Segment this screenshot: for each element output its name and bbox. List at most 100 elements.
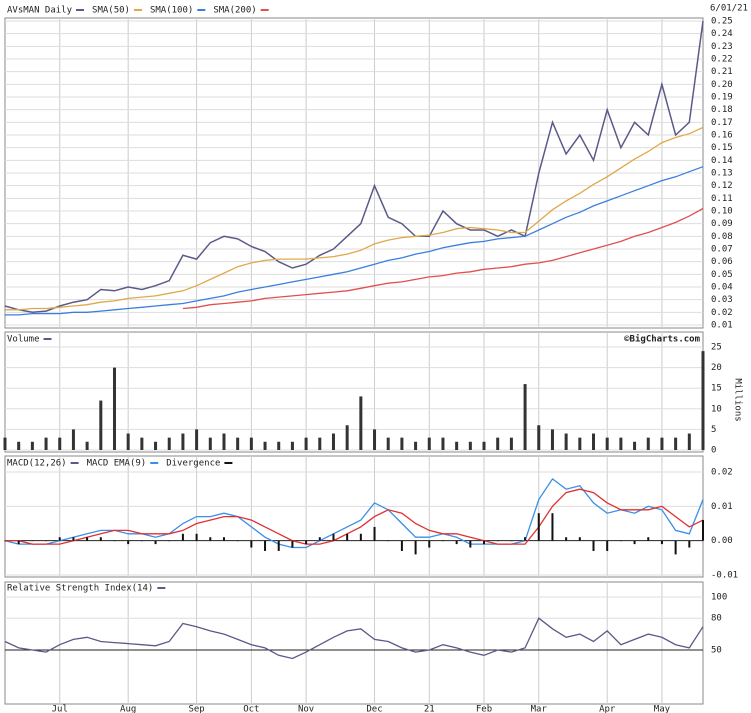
bar xyxy=(126,433,130,450)
legend-label: SMA(50) xyxy=(92,6,130,16)
bar xyxy=(592,433,596,450)
bar xyxy=(674,437,678,450)
bar xyxy=(455,540,458,545)
y-tick-label: 0.20 xyxy=(711,80,733,90)
bar xyxy=(31,540,34,542)
bar xyxy=(551,513,554,541)
y-tick-label: 0.04 xyxy=(711,283,733,293)
bar xyxy=(400,437,404,450)
bar xyxy=(565,537,568,541)
y-tick-label: 0.10 xyxy=(711,207,733,217)
bar xyxy=(687,433,691,450)
series-line xyxy=(4,477,704,549)
bar xyxy=(236,437,240,450)
y-tick-label: 0.05 xyxy=(711,270,733,280)
bar xyxy=(414,441,418,450)
bar xyxy=(85,441,89,450)
bar xyxy=(455,441,459,450)
bar xyxy=(58,537,61,541)
series-line xyxy=(4,20,704,314)
bar xyxy=(605,437,609,450)
bar xyxy=(345,425,349,450)
bar xyxy=(264,540,267,551)
bar xyxy=(113,540,116,542)
bar xyxy=(222,537,225,541)
y-tick-label: 0.11 xyxy=(711,194,733,204)
x-tick-label: Sep xyxy=(188,705,204,713)
bar xyxy=(701,351,705,450)
bar xyxy=(17,441,21,450)
bar xyxy=(277,441,281,450)
bar xyxy=(523,384,527,450)
bar xyxy=(86,537,89,541)
x-tick-label: Jul xyxy=(52,705,68,713)
y-tick-label: 0.06 xyxy=(711,257,733,267)
x-tick-label: Oct xyxy=(243,705,259,713)
legend-label: MACD EMA(9) xyxy=(87,459,147,469)
series-line xyxy=(5,488,704,545)
bar xyxy=(4,540,6,542)
bar xyxy=(277,540,280,551)
bar xyxy=(181,433,185,450)
y-tick-label: 15 xyxy=(711,384,722,394)
bar xyxy=(496,540,499,542)
y-tick-label: 80 xyxy=(711,614,722,624)
bar xyxy=(674,540,677,555)
bar xyxy=(509,437,513,450)
x-tick-label: Nov xyxy=(298,705,314,713)
bar xyxy=(318,437,322,450)
x-tick-label: Mar xyxy=(531,705,548,713)
series-line xyxy=(4,617,704,660)
bar xyxy=(331,433,335,450)
bar xyxy=(236,540,239,542)
bar xyxy=(140,437,144,450)
bar xyxy=(58,437,62,450)
bar xyxy=(633,540,636,545)
bar xyxy=(154,441,158,450)
bar xyxy=(441,540,444,542)
bar xyxy=(359,533,362,541)
bar xyxy=(428,540,431,548)
bar xyxy=(688,540,691,548)
y-tick-label: 0.18 xyxy=(711,105,733,115)
bar xyxy=(249,437,253,450)
y-tick-label: 0.16 xyxy=(711,131,733,141)
bar xyxy=(140,540,143,542)
bar xyxy=(168,540,171,542)
bar xyxy=(482,441,486,450)
bar xyxy=(483,540,486,545)
y-tick-label: 0.17 xyxy=(711,118,733,128)
bar xyxy=(99,537,102,541)
y-tick-label: 50 xyxy=(711,646,722,656)
y-tick-label: 0.08 xyxy=(711,232,733,242)
bar xyxy=(30,441,34,450)
bar xyxy=(346,533,349,541)
source: ©BigCharts.com xyxy=(624,334,700,345)
bar xyxy=(290,441,294,450)
legend-label: Divergence xyxy=(166,459,220,469)
y-tick-label: 0.01 xyxy=(711,502,733,512)
x-tick-label: Aug xyxy=(120,705,136,713)
bar xyxy=(578,537,581,541)
series-line xyxy=(182,207,704,310)
bar xyxy=(195,429,199,450)
x-tick-label: 21 xyxy=(424,705,435,713)
bar xyxy=(496,437,500,450)
y-tick-label: 0.21 xyxy=(711,67,733,77)
y-tick-label: 0.25 xyxy=(711,17,733,27)
x-tick-label: Apr xyxy=(599,705,616,713)
bar xyxy=(44,437,48,450)
bar xyxy=(222,433,226,450)
bar xyxy=(154,540,157,545)
bar xyxy=(250,540,253,548)
bar xyxy=(578,437,582,450)
bar xyxy=(660,540,663,545)
bar xyxy=(606,540,609,551)
y-tick-label: 0.22 xyxy=(711,55,733,65)
bar xyxy=(647,537,650,541)
bar xyxy=(71,429,75,450)
y-tick-label: 25 xyxy=(711,343,722,353)
y-tick-label: 0.14 xyxy=(711,156,733,166)
y-tick-label: 5 xyxy=(711,425,716,435)
